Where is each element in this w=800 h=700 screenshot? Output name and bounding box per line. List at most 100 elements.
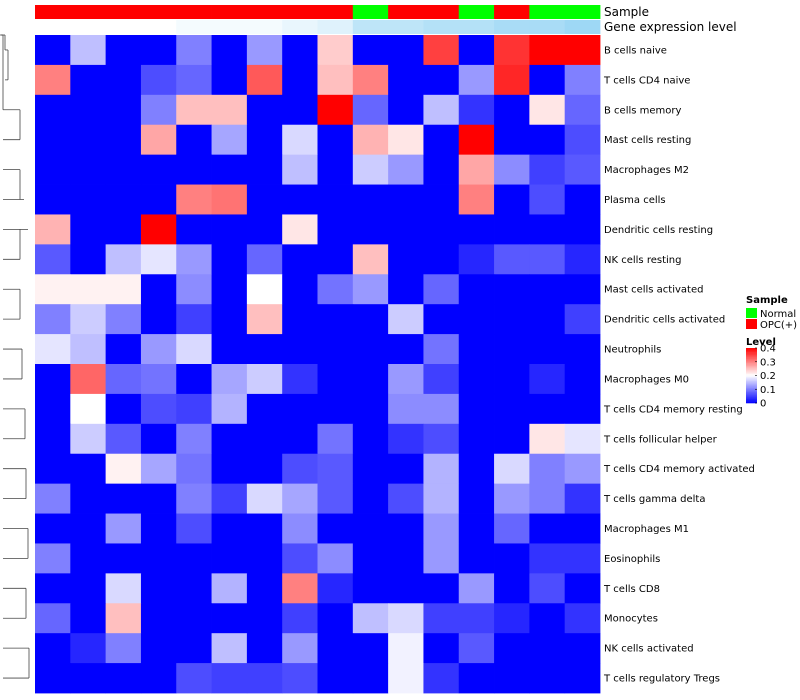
heatmap-cell — [70, 633, 107, 664]
track-cell-sample — [388, 5, 424, 19]
level-legend-gradient-step — [746, 356, 757, 358]
heatmap-cell — [70, 274, 107, 305]
heatmap-cell — [423, 184, 460, 215]
heatmap-cell — [388, 124, 424, 156]
track-cell-expression — [388, 20, 424, 34]
track-cell-expression — [176, 20, 212, 34]
heatmap-cell — [529, 364, 566, 395]
heatmap-cell — [352, 304, 389, 335]
heatmap-cell — [494, 154, 530, 185]
heatmap-cell — [529, 543, 566, 574]
level-legend-tick-label: 0.2 — [760, 371, 776, 382]
heatmap-cell — [176, 423, 212, 455]
heatmap-cell — [494, 184, 530, 215]
heatmap-cell — [352, 154, 389, 185]
track-cell-sample — [176, 5, 212, 19]
heatmap-cell — [246, 124, 283, 156]
heatmap-cell — [458, 663, 495, 694]
level-legend-gradient-step — [746, 349, 757, 352]
heatmap-cell — [458, 483, 495, 514]
heatmap-cell — [140, 543, 177, 574]
heatmap-cell — [317, 124, 354, 156]
heatmap-cell — [423, 483, 460, 514]
heatmap-cell — [388, 364, 424, 395]
heatmap-cell — [494, 214, 530, 245]
row-label: Macrophages M1 — [604, 524, 689, 535]
heatmap-cell — [317, 483, 354, 514]
heatmap-cell — [388, 543, 424, 574]
level-legend-gradient-step — [746, 352, 757, 354]
level-legend-gradient-step — [746, 392, 757, 394]
heatmap-cell — [529, 663, 566, 694]
level-legend-gradient-step — [746, 396, 757, 398]
heatmap-cell — [423, 603, 460, 634]
heatmap-cell — [423, 423, 460, 455]
heatmap-cell — [105, 304, 142, 335]
heatmap-cell — [388, 483, 424, 514]
track-cell-expression — [211, 20, 248, 34]
heatmap-cell — [140, 214, 177, 245]
track-cell-expression — [317, 20, 354, 34]
heatmap-cell — [388, 573, 424, 604]
heatmap-cell — [564, 154, 601, 185]
heatmap-cell — [105, 603, 142, 634]
heatmap-cell — [494, 573, 530, 604]
heatmap-cell — [458, 633, 495, 664]
row-label: NK cells activated — [604, 644, 694, 655]
heatmap-cell — [352, 513, 389, 544]
heatmap-cell — [176, 573, 212, 604]
level-legend-gradient-step — [746, 361, 757, 364]
level-legend-title: Level — [746, 337, 776, 348]
heatmap-cell — [564, 483, 601, 514]
heatmap-cell — [211, 543, 248, 574]
heatmap-cell — [458, 364, 495, 395]
heatmap-cell — [423, 214, 460, 245]
heatmap-cell — [105, 244, 142, 275]
heatmap-cell — [176, 274, 212, 305]
heatmap-cell — [388, 633, 424, 664]
row-label: Mast cells resting — [604, 135, 691, 146]
heatmap-cell — [35, 214, 71, 245]
heatmap-cell — [423, 304, 460, 335]
heatmap-cell — [494, 663, 530, 694]
track-cell-sample — [35, 5, 71, 19]
sample-track-label: Sample — [604, 5, 649, 19]
heatmap-cell — [140, 64, 177, 96]
row-label: T cells gamma delta — [603, 494, 705, 505]
track-cell-sample — [564, 5, 601, 19]
heatmap-cell — [70, 35, 107, 66]
heatmap-cell — [458, 423, 495, 455]
heatmap-cell — [246, 364, 283, 395]
heatmap-cells — [35, 35, 601, 694]
row-label: T cells follicular helper — [603, 434, 718, 445]
heatmap-cell — [35, 184, 71, 215]
heatmap-cell — [494, 543, 530, 574]
heatmap-cell — [529, 35, 566, 66]
row-label: Plasma cells — [604, 195, 666, 206]
track-cell-expression — [458, 20, 495, 34]
heatmap-cell — [529, 184, 566, 215]
heatmap-cell — [529, 513, 566, 544]
level-legend-gradient-step — [746, 354, 757, 357]
heatmap-cell — [35, 513, 71, 544]
heatmap-cell — [494, 244, 530, 275]
heatmap-cell — [35, 334, 71, 365]
heatmap-cell — [352, 214, 389, 245]
heatmap-cell — [458, 573, 495, 604]
track-cell-sample — [282, 5, 318, 19]
heatmap-cell — [140, 663, 177, 694]
level-legend-gradient-step — [746, 360, 757, 363]
heatmap-cell — [105, 214, 142, 245]
track-cell-expression — [105, 20, 142, 34]
track-cell-expression — [246, 20, 283, 34]
heatmap-cell — [70, 483, 107, 514]
heatmap-cell — [211, 244, 248, 275]
level-legend-tick-label: 0.4 — [760, 344, 776, 355]
heatmap-cell — [35, 124, 71, 156]
heatmap-cell — [176, 184, 212, 215]
heatmap-cell — [352, 393, 389, 425]
heatmap-cell — [282, 35, 318, 66]
heatmap-cell — [105, 513, 142, 544]
heatmap-cell — [70, 94, 107, 126]
